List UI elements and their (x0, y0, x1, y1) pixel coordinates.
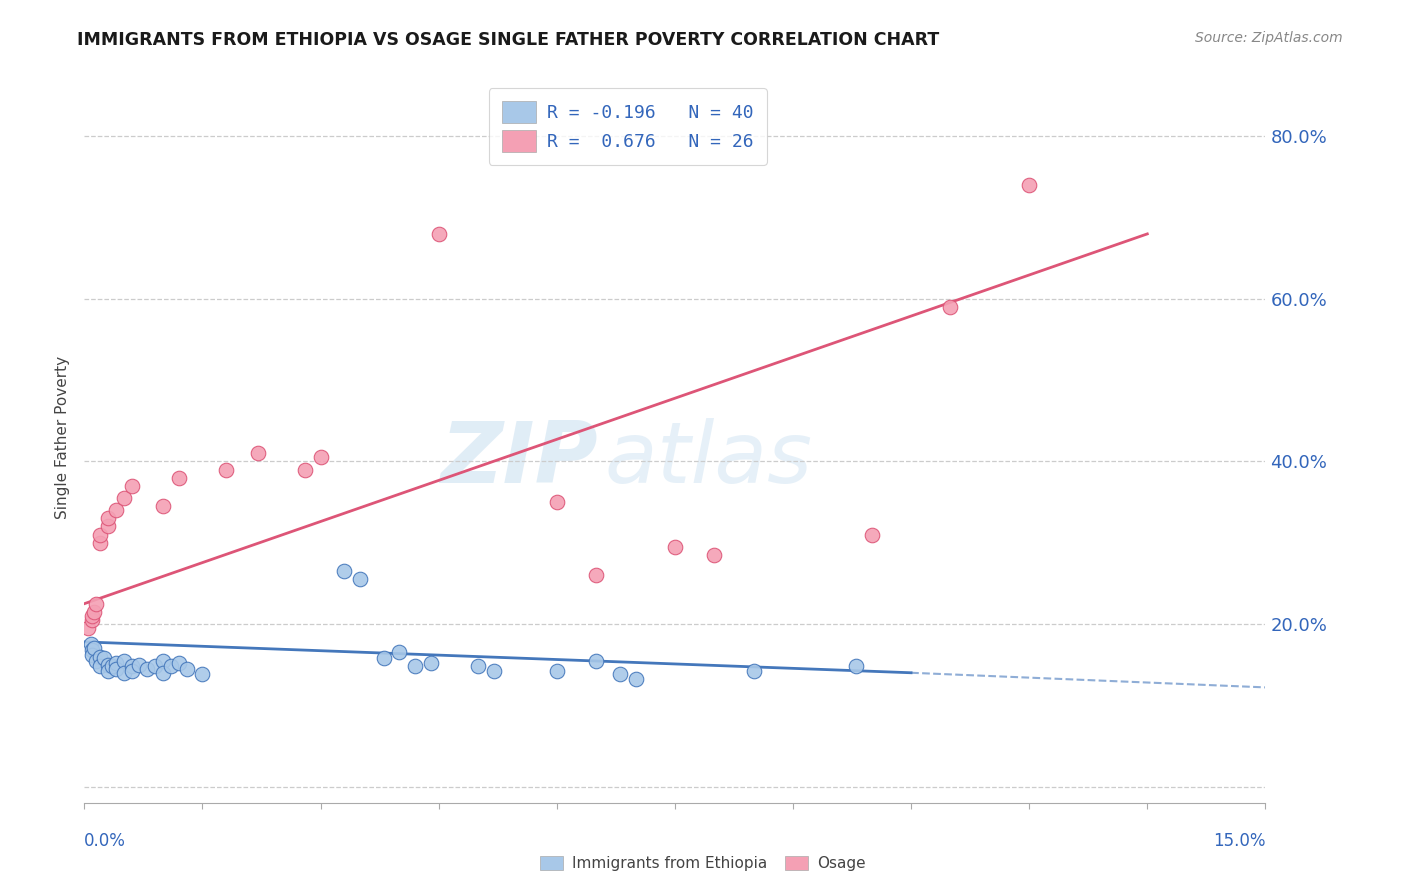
Point (97, 664, 120, 678)
Point (467, 659, 489, 673)
Point (176, 662, 198, 676)
Point (82, 608, 104, 623)
Point (624, 673, 647, 687)
Point (349, 572, 371, 586)
Legend: Immigrants from Ethiopia, Osage: Immigrants from Ethiopia, Osage (534, 850, 872, 877)
Point (97, 511, 120, 525)
Text: 15.0%: 15.0% (1213, 832, 1265, 850)
Point (112, 654, 135, 668)
Point (404, 659, 426, 673)
Point (84, 597, 107, 611)
Point (93, 651, 115, 665)
Point (427, 227, 450, 241)
Point (388, 645, 411, 659)
Point (1018, 178, 1040, 193)
Point (742, 664, 765, 678)
Point (609, 667, 631, 681)
Point (309, 450, 332, 465)
Point (664, 540, 686, 554)
Point (101, 659, 124, 673)
Point (82, 648, 104, 662)
Point (152, 499, 174, 513)
Point (160, 659, 183, 673)
Legend: R = -0.196   N = 40, R =  0.676   N = 26: R = -0.196 N = 40, R = 0.676 N = 26 (489, 88, 766, 165)
Point (121, 479, 143, 493)
Point (97, 519, 120, 533)
Point (89, 535, 111, 549)
Point (112, 665, 135, 680)
Text: atlas: atlas (605, 417, 813, 500)
Point (97, 657, 120, 672)
Point (860, 527, 883, 541)
Point (83, 605, 105, 619)
Point (84, 654, 107, 668)
Text: IMMIGRANTS FROM ETHIOPIA VS OSAGE SINGLE FATHER POVERTY CORRELATION CHART: IMMIGRANTS FROM ETHIOPIA VS OSAGE SINGLE… (77, 31, 939, 49)
Point (89, 649, 111, 664)
Point (546, 495, 568, 509)
Point (128, 657, 150, 672)
Point (215, 462, 238, 476)
Point (89, 659, 111, 673)
Text: ZIP: ZIP (440, 417, 598, 500)
Point (167, 656, 190, 670)
Point (419, 656, 441, 670)
Point (82, 643, 104, 657)
Y-axis label: Single Father Poverty: Single Father Poverty (55, 356, 70, 518)
Point (83, 641, 105, 656)
Point (585, 568, 607, 582)
Point (77, 621, 100, 635)
Point (167, 471, 190, 485)
Point (152, 665, 174, 680)
Point (121, 664, 143, 678)
Point (143, 659, 166, 673)
Point (104, 656, 127, 670)
Point (191, 667, 214, 681)
Point (89, 527, 111, 541)
Point (373, 651, 395, 665)
Point (703, 548, 725, 562)
Point (79, 637, 101, 651)
Point (845, 659, 868, 673)
Point (104, 662, 127, 676)
Point (121, 659, 143, 673)
Point (136, 662, 159, 676)
Point (294, 462, 316, 476)
Text: 0.0%: 0.0% (84, 832, 127, 850)
Point (104, 503, 127, 517)
Point (333, 564, 356, 578)
Point (112, 491, 135, 505)
Point (546, 664, 568, 678)
Point (246, 446, 269, 460)
Point (585, 654, 607, 668)
Point (939, 300, 962, 314)
Point (82, 613, 104, 627)
Text: Source: ZipAtlas.com: Source: ZipAtlas.com (1195, 31, 1343, 45)
Point (482, 664, 505, 678)
Point (152, 654, 174, 668)
